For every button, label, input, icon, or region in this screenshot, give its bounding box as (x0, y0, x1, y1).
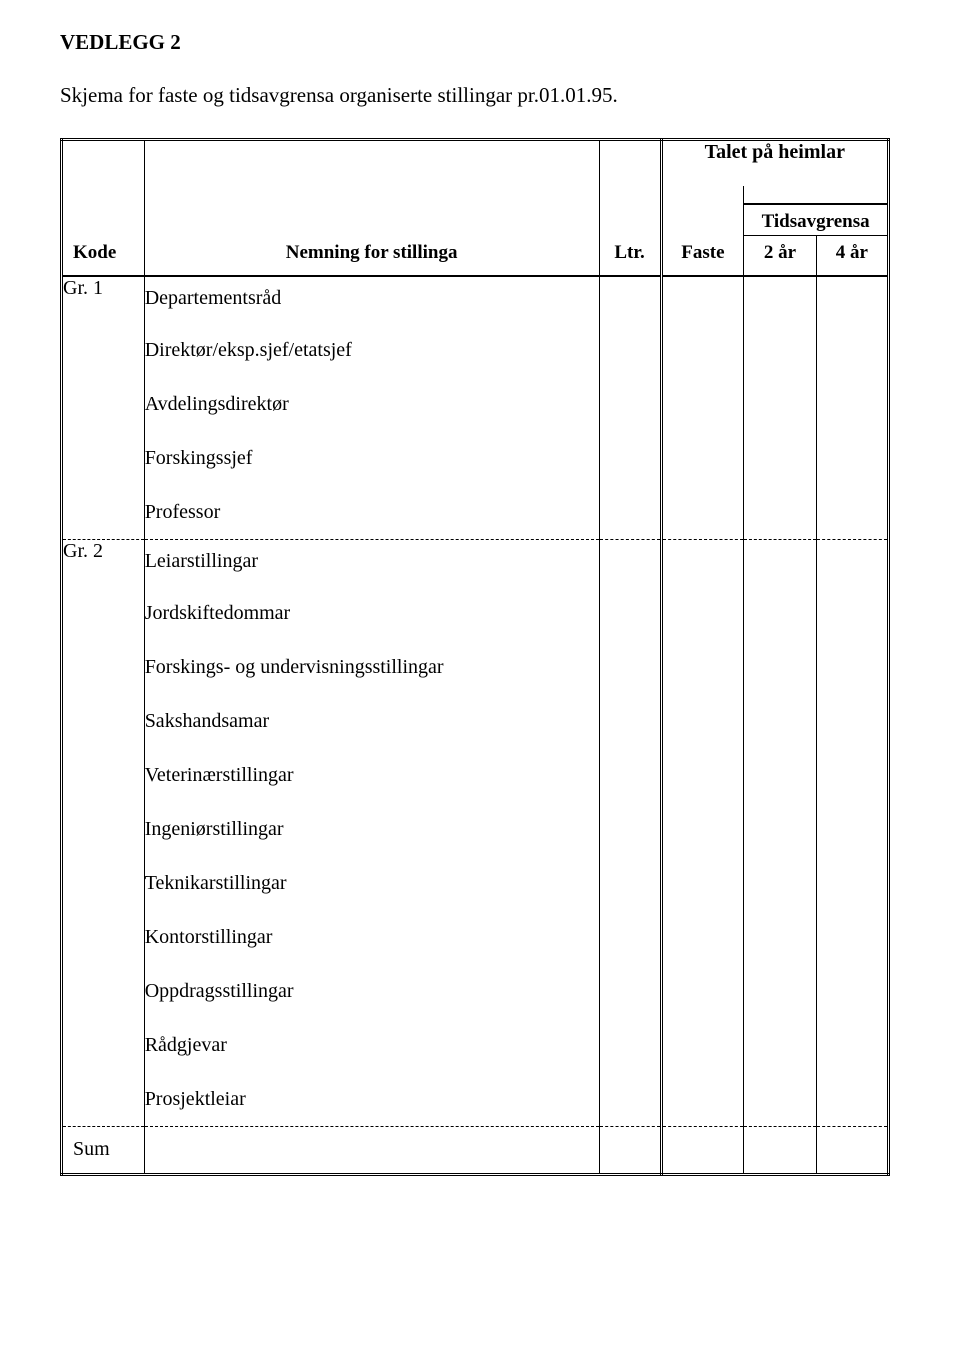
list-item: Forskingssjef (145, 431, 599, 485)
col-2ar-header: 2 år (744, 236, 816, 276)
list-item: Teknikarstillingar (145, 856, 599, 910)
list-item: Jordskiftedommar (145, 586, 599, 640)
group-kode: Gr. 1 (62, 276, 145, 540)
list-item: Departementsråd (145, 277, 599, 323)
talet-header: Talet på heimlar (661, 140, 888, 186)
list-item: Prosjektleiar (145, 1072, 599, 1126)
list-item: Oppdragsstillingar (145, 964, 599, 1018)
list-item: Rådgjevar (145, 1018, 599, 1072)
list-item: Leiarstillingar (145, 540, 599, 586)
col-4ar-header: 4 år (816, 236, 888, 276)
tidsavgrensa-header: Tidsavgrensa (744, 203, 887, 235)
list-item: Forskings- og undervisningsstillingar (145, 640, 599, 694)
col-nemning-header: Nemning for stillinga (144, 236, 599, 276)
sum-label: Sum (62, 1126, 145, 1174)
list-item: Professor (145, 485, 599, 539)
page-title: VEDLEGG 2 (60, 30, 890, 55)
col-faste-header: Faste (661, 236, 744, 276)
list-item: Kontorstillingar (145, 910, 599, 964)
col-kode-header: Kode (62, 236, 145, 276)
list-item: Sakshandsamar (145, 694, 599, 748)
list-item: Avdelingsdirektør (145, 377, 599, 431)
list-item: Ingeniørstillingar (145, 802, 599, 856)
group-kode: Gr. 2 (62, 539, 145, 1126)
col-ltr-header: Ltr. (599, 236, 661, 276)
stillingar-table: Talet på heimlar Tidsavgrensa Kode Nemni… (60, 138, 890, 1176)
page-subtitle: Skjema for faste og tidsavgrensa organis… (60, 83, 890, 108)
list-item: Veterinærstillingar (145, 748, 599, 802)
group-nemning-cell: Departementsråd Direktør/eksp.sjef/etats… (144, 276, 599, 540)
list-item: Direktør/eksp.sjef/etatsjef (145, 323, 599, 377)
group-nemning-cell: Leiarstillingar Jordskiftedommar Forskin… (144, 539, 599, 1126)
